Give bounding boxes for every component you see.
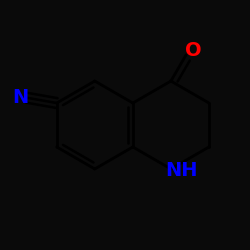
- Text: NH: NH: [165, 161, 198, 180]
- Text: N: N: [12, 88, 28, 107]
- Text: O: O: [184, 41, 201, 60]
